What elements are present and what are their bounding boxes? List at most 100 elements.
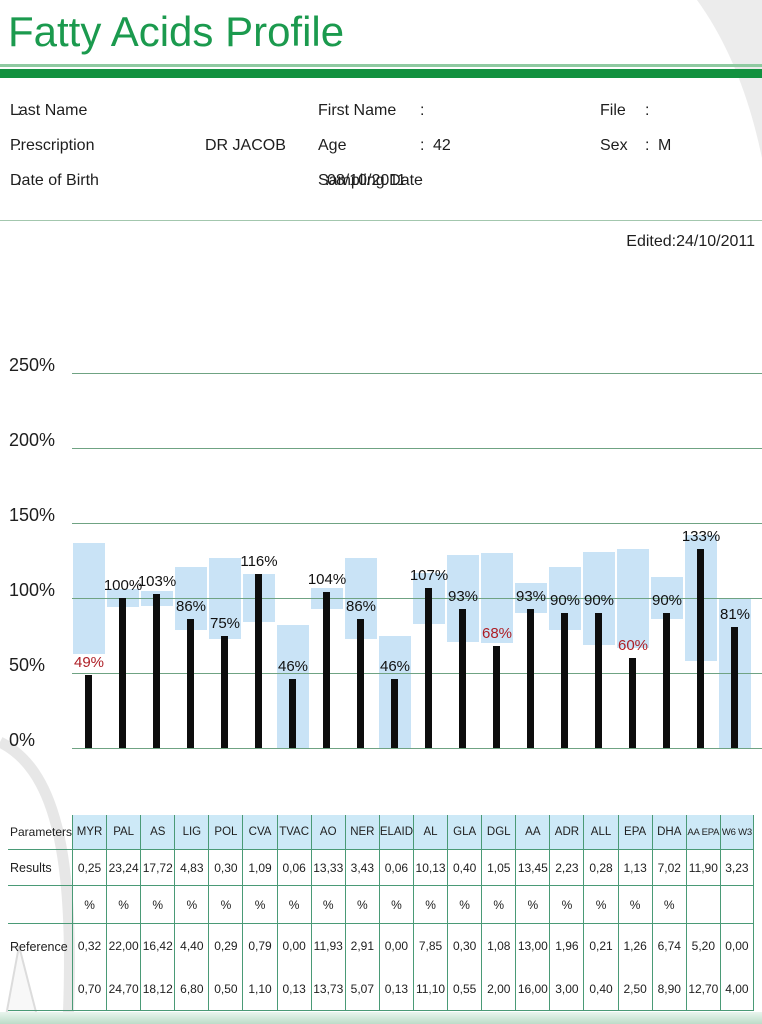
- reference-max-value: 4,00: [725, 981, 749, 996]
- percent-cell: %: [447, 885, 482, 923]
- param-header-cell: POL: [208, 815, 243, 849]
- param-header-cell: LIG: [174, 815, 209, 849]
- reference-max-value: 0,13: [384, 981, 409, 996]
- result-bar: [187, 619, 194, 748]
- result-bar: [697, 548, 704, 748]
- reference-max-value: 1,10: [248, 981, 272, 996]
- result-bar: [357, 619, 364, 748]
- result-bar: [731, 626, 738, 748]
- reference-max-value: 12,70: [688, 981, 719, 996]
- param-header-cell: EPA: [617, 815, 652, 849]
- result-bar: [527, 608, 534, 748]
- reference-min-value: 0,21: [589, 938, 613, 953]
- reference-cell: 4,40 6,80: [174, 923, 209, 1010]
- gridline: [72, 447, 762, 449]
- param-header-cell: NER: [344, 815, 379, 849]
- percent-cell: %: [378, 885, 413, 923]
- prescription-value: DR JACOB: [205, 137, 286, 154]
- param-header-cell: W6 W3: [719, 815, 754, 849]
- reference-max-value: 5,07: [350, 981, 375, 996]
- bar-value-label: 46%: [277, 658, 309, 675]
- reference-max-value: 0,50: [214, 981, 238, 996]
- reference-cell: 0,21 0,40: [583, 923, 618, 1010]
- last-name-label: Last Name: [10, 102, 88, 119]
- result-cell: 2,23: [549, 849, 584, 885]
- sex-label: Sex: [600, 137, 628, 154]
- reference-max-value: 6,80: [180, 981, 204, 996]
- bar-value-label: 93%: [515, 587, 547, 605]
- reference-cell: 7,85 11,10: [412, 923, 448, 1010]
- bar-value-label: 68%: [481, 625, 513, 642]
- fatty-acid-table: Parameters MYR PAL AS LIG POL CVA TVAC AO NER ELAI…: [8, 815, 754, 1011]
- reference-cell: 1,26 2,50: [617, 923, 652, 1010]
- result-bar: [85, 674, 92, 748]
- param-header-cell: AA: [515, 815, 550, 849]
- reference-cell: 0,00 0,13: [276, 923, 311, 1010]
- reference-min-value: 0,29: [214, 938, 238, 953]
- sampling-date-label: Sampling Date: [318, 172, 423, 189]
- percent-cell: %: [72, 885, 107, 923]
- percent-cell: %: [651, 885, 686, 923]
- y-axis-tick-label: 200%: [9, 430, 56, 450]
- reference-min-value: 0,00: [725, 938, 749, 953]
- sex-value: M: [658, 137, 672, 154]
- reference-max-value: 0,55: [452, 981, 477, 996]
- result-cell: 0,25: [72, 849, 107, 885]
- reference-cell: 6,74 8,90: [651, 923, 686, 1010]
- reference-cell: 0,32 0,70: [72, 923, 107, 1010]
- result-cell: 13,45: [515, 849, 550, 885]
- gridline: [72, 597, 762, 599]
- bar-value-label: 90%: [583, 592, 615, 609]
- colon: :: [420, 102, 425, 119]
- param-header-cell: ELAID: [378, 815, 413, 849]
- reference-min-value: 0,79: [248, 938, 272, 953]
- percent-cell: %: [310, 885, 345, 923]
- reference-max-value: 0,70: [77, 981, 102, 996]
- bar-value-label: 104%: [307, 571, 347, 588]
- reference-row-label: Reference: [8, 923, 72, 1010]
- percent-cell: %: [583, 885, 618, 923]
- reference-max-value: 0,13: [282, 981, 306, 996]
- param-header-cell: ALL: [583, 815, 618, 849]
- result-bar: [289, 679, 296, 748]
- reference-min-value: 16,42: [142, 938, 173, 953]
- age-value: 42: [433, 137, 451, 154]
- gridline: [72, 672, 762, 674]
- reference-cell: 0,79 1,10: [242, 923, 277, 1010]
- reference-cell: 1,08 2,00: [481, 923, 516, 1010]
- percent-cell: %: [617, 885, 652, 923]
- result-cell: 7,02: [651, 849, 686, 885]
- reference-min-value: 0,00: [282, 938, 306, 953]
- page-title: Fatty Acids Profile: [8, 8, 345, 55]
- first-name-label: First Name: [318, 102, 397, 119]
- percent-cell: [719, 885, 754, 923]
- bar-value-label: 75%: [209, 614, 241, 632]
- sampling-date-value: 08/10/2011: [327, 172, 406, 189]
- footer-strip: [0, 1012, 762, 1024]
- bar-value-label: 49%: [73, 653, 105, 671]
- bar-value-label: 81%: [719, 605, 751, 623]
- header-divider-light: [0, 64, 762, 67]
- percent-row-label: [8, 885, 72, 923]
- colon: :: [17, 137, 22, 154]
- reference-cell: 1,96 3,00: [549, 923, 584, 1010]
- reference-cell: 2,91 5,07: [344, 923, 379, 1010]
- reference-cell: 0,00 0,13: [378, 923, 413, 1010]
- result-cell: 0,28: [583, 849, 618, 885]
- result-cell: 1,09: [242, 849, 277, 885]
- bar-value-label: 107%: [409, 566, 449, 584]
- result-bar: [255, 574, 262, 748]
- reference-cell: 5,20 12,70: [685, 923, 720, 1010]
- y-axis-tick-label: 0%: [9, 730, 36, 750]
- reference-min-value: 6,74: [657, 938, 681, 953]
- colon: :: [420, 137, 425, 154]
- result-cell: 3,23: [719, 849, 754, 885]
- reference-max-value: 8,90: [657, 981, 681, 996]
- reference-max-value: 18,12: [142, 981, 173, 996]
- param-header-cell: MYR: [72, 815, 107, 849]
- percent-cell: %: [412, 885, 448, 923]
- file-label: File: [600, 102, 626, 119]
- reference-max-value: 24,70: [108, 981, 139, 996]
- percent-cell: %: [481, 885, 516, 923]
- bar-value-label: 86%: [345, 598, 377, 615]
